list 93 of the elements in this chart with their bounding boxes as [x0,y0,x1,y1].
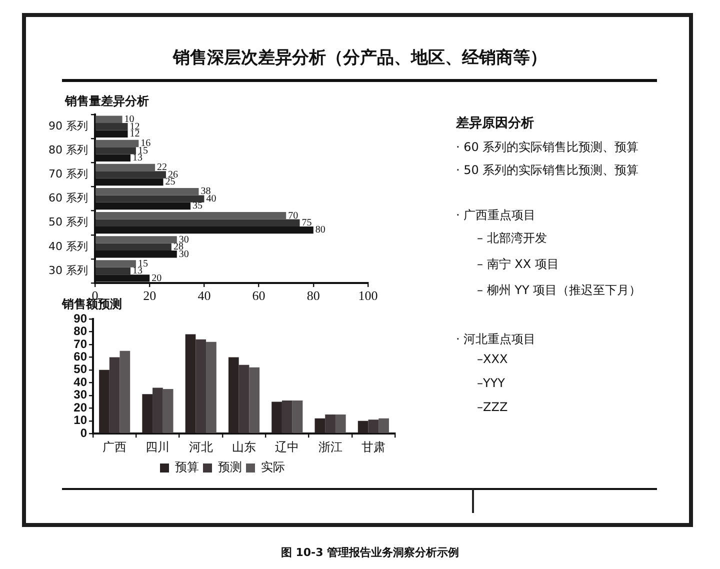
bar [96,243,172,251]
text: 销售深层次差异分析（分产品、地区、经销商等） [172,47,548,69]
y-tick-label: 60 系列 [48,192,88,205]
text: – 柳州 YY 项目（推迟至下月） [477,282,642,299]
bar [96,147,136,154]
y-tick-label: 80 系列 [48,144,88,157]
data-label: 12 [130,128,140,140]
bar [368,420,379,433]
bar [99,370,110,433]
chart-title: 销售量差异分析 [65,93,149,110]
bar [96,195,204,202]
data-label: 22 [157,162,168,174]
x-tick-label: 四川 [146,440,170,454]
bar [228,357,239,433]
caption: 图 10-3 管理报告业务洞察分析示例 [280,545,460,560]
x-tick-label: 40 [198,288,211,304]
x-tick-label: 100 [358,288,378,304]
bar [96,260,136,268]
y-tick-label: 80 [74,324,88,338]
bar [96,164,156,172]
bar [96,236,177,244]
legend-label: 预测 [218,460,242,474]
y-tick-label: 40 [74,374,88,389]
data-label: 75 [302,217,312,228]
x-tick-label: 甘肃 [361,440,386,454]
text: –XXX [477,352,508,366]
y-tick-label: 90 [74,311,88,326]
data-label: 40 [206,193,216,204]
bar [282,400,292,433]
bar [120,350,130,433]
legend-label: 实际 [261,460,285,474]
y-tick-label: 30 [74,388,88,402]
data-label: 80 [315,224,326,236]
x-tick-label: 山东 [232,440,256,454]
bar [152,388,163,433]
bar [185,334,196,433]
bar [162,389,174,433]
text: – 南宁 XX 项目 [477,256,559,273]
bar [96,140,139,148]
text: · 河北重点项目 [456,331,536,348]
bar [292,400,303,433]
bar [314,418,326,433]
bar [206,342,216,433]
bar [196,339,206,433]
x-tick-label: 20 [143,288,156,304]
bar [238,364,250,433]
bar [96,212,286,220]
bar [335,414,346,433]
y-tick-label: 50 [74,362,88,376]
bar [142,394,153,433]
data-label: 35 [192,200,203,212]
data-label: 20 [152,272,162,284]
bar [96,219,300,226]
y-tick-label: 90 系列 [48,119,88,132]
y-tick-label: 30 系列 [48,264,88,277]
text: –YYY [477,376,505,390]
text: – 北部湾开发 [477,230,547,247]
data-label: 13 [132,152,142,164]
bar [249,367,260,433]
bar [96,267,130,275]
bar [272,402,282,433]
bar [96,171,166,178]
bar [96,116,122,124]
bar [96,188,199,196]
y-tick-label: 70 [74,336,88,351]
bar [109,357,120,433]
text: · 60 系列的实际销售比预测、预算 [456,139,639,156]
text: –ZZZ [477,400,508,414]
y-tick-label: 60 [74,350,88,364]
x-tick-label: 60 [252,288,266,304]
data-label: 70 [288,210,298,222]
x-tick-label: 辽中 [275,440,300,454]
x-tick-label: 广西 [102,440,127,454]
y-tick-label: 70 系列 [48,168,88,181]
data-label: 13 [132,266,142,277]
text: · 广西重点项目 [456,207,536,224]
y-tick-label: 0 [80,426,88,440]
bar [96,123,128,130]
legend-label: 预算 [175,460,199,474]
text: 差异原因分析 [456,115,534,132]
bar [358,420,368,433]
x-tick-label: 浙江 [318,440,342,454]
x-tick-label: 河北 [188,440,213,454]
bar [378,418,389,433]
data-label: 25 [165,176,176,188]
y-tick-label: 50 系列 [48,216,88,229]
y-tick-label: 20 [74,400,88,414]
y-tick-label: 40 系列 [48,240,88,253]
data-label: 30 [178,248,189,260]
x-tick-label: 80 [306,288,320,304]
y-tick-label: 10 [74,413,88,428]
bar [325,414,336,433]
text: · 50 系列的实际销售比预测、预算 [456,162,639,179]
